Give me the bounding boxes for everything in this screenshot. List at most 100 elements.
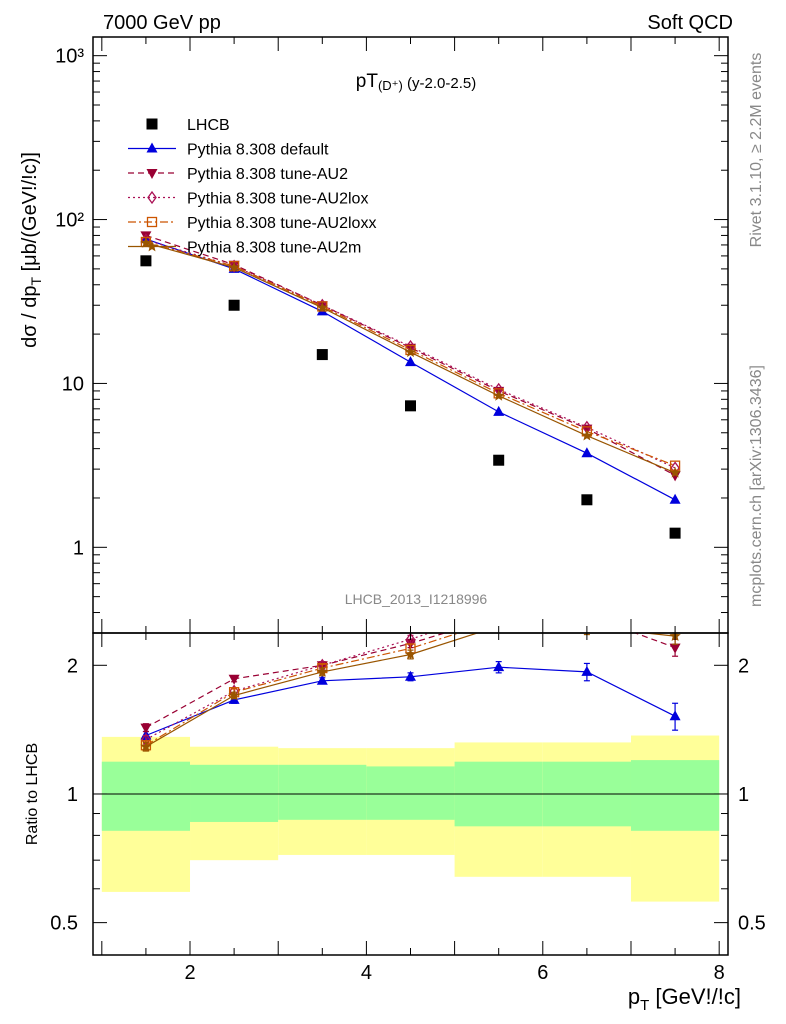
ratio-point-AU2 — [140, 723, 152, 734]
header-left: 7000 GeV pp — [103, 12, 221, 34]
point-LHCB — [581, 494, 593, 506]
ratio-bands — [101, 735, 720, 902]
header-right: Soft QCD — [647, 12, 733, 34]
band-inner — [190, 764, 279, 822]
legend-label-AU2: Pythia 8.308 tune-AU2 — [187, 166, 348, 183]
y-tick-label: 10² — [55, 210, 84, 232]
legend-label-LHCB: LHCB — [187, 117, 230, 134]
ratio-point-default — [669, 710, 681, 721]
point-AU2m — [228, 261, 240, 273]
ratio-y-tick-label-left: 1 — [67, 784, 78, 806]
band-inner — [366, 766, 455, 820]
ratio-point-default — [493, 661, 505, 672]
legend-label-AU2loxx: Pythia 8.308 tune-AU2loxx — [187, 215, 376, 232]
point-AU2m — [140, 236, 152, 248]
ratio-ylabel: Ratio to LHCB — [24, 743, 41, 845]
band-inner — [101, 761, 191, 831]
ratio-y-tick-label-left: 0.5 — [50, 913, 78, 935]
legend-label-AU2m: Pythia 8.308 tune-AU2m — [187, 240, 361, 257]
x-tick-label: 4 — [361, 962, 372, 984]
point-AU2m — [669, 466, 681, 478]
band-inner — [278, 764, 367, 820]
analysis-label: LHCB_2013_I1218996 — [345, 591, 488, 607]
point-LHCB — [669, 527, 681, 539]
ratio-point-AU2loxx — [582, 611, 591, 620]
legend-marker-AU2loxx — [146, 216, 158, 228]
ratio-yticks: 0.5 0.5 1 1 2 2 — [50, 655, 766, 934]
point-AU2m — [404, 346, 417, 358]
ratio-panel: 0.5 0.5 1 1 2 2 2 4 6 8 Ratio to LHCB pT [GeV!/!… — [24, 37, 766, 1014]
legend-item-default: Pythia 8.308 default — [128, 142, 329, 159]
legend-item-AU2: Pythia 8.308 tune-AU2 — [128, 166, 348, 183]
ratio-point-AU2m — [140, 740, 152, 752]
ratio-point-AU2 — [669, 643, 681, 654]
ratio-y-tick-label-left: 2 — [67, 655, 78, 677]
ratio-point-AU2 — [581, 611, 592, 621]
point-AU2 — [140, 231, 152, 242]
y-tick-label: 10 — [62, 373, 84, 395]
ratio-point-AU2 — [228, 674, 240, 685]
legend-marker-AU2m — [146, 240, 158, 252]
main-ylabel: dσ / dpT [μb/(GeV!/!c)] — [19, 152, 44, 348]
point-AU2lox — [141, 233, 151, 247]
ratio-point-AU2m — [316, 665, 328, 677]
point-AU2m — [493, 389, 505, 401]
point-default — [581, 447, 593, 458]
rivet-label: Rivet 3.1.10, ≥ 2.2M events — [748, 53, 765, 248]
point-AU2m — [581, 429, 593, 441]
ratio-point-AU2m — [228, 689, 240, 701]
x-tick-label: 2 — [184, 962, 195, 984]
point-LHCB — [493, 454, 505, 466]
ratio-point-AU2m — [404, 648, 417, 660]
x-ticks: 2 4 6 8 — [101, 37, 725, 984]
main-plot-title: pT(D⁺) (y-2.0-2.5) — [356, 71, 476, 93]
series-line-default — [145, 238, 676, 501]
point-default — [493, 405, 505, 416]
y-tick-label: 10³ — [55, 46, 84, 68]
ratio-point-AU2lox — [495, 604, 503, 615]
point-AU2lox — [229, 259, 239, 273]
ratio-y-tick-label-right: 2 — [738, 655, 749, 677]
band-inner — [630, 760, 720, 831]
legend-marker-LHCB — [146, 118, 158, 130]
legend-item-AU2lox: Pythia 8.308 tune-AU2lox — [128, 191, 368, 208]
ratio-point-AU2 — [493, 613, 504, 623]
legend-item-AU2loxx: Pythia 8.308 tune-AU2loxx — [128, 215, 376, 232]
series-AU2m — [140, 236, 681, 478]
x-tick-label: 6 — [537, 962, 548, 984]
ratio-point-default — [316, 674, 328, 685]
legend-marker-AU2 — [146, 169, 158, 179]
x-axis-label: pT [GeV!/!c] — [628, 984, 741, 1014]
ratio-point-AU2lox — [583, 601, 591, 612]
ratio-y-tick-label-right: 1 — [738, 784, 749, 806]
point-LHCB — [228, 299, 240, 311]
point-default — [669, 493, 681, 504]
legend-label-default: Pythia 8.308 default — [187, 142, 329, 159]
legend-marker-default — [146, 142, 158, 153]
ratio-point-AU2loxx — [671, 614, 680, 623]
y-tick-label: 1 — [73, 537, 84, 559]
main-marks — [140, 231, 681, 539]
point-LHCB — [405, 400, 416, 412]
ratio-point-default — [405, 670, 416, 681]
main-yticks: 1 10 10² 10³ — [55, 46, 728, 634]
source-label: mcplots.cern.ch [arXiv:1306.3436] — [748, 365, 765, 607]
point-default — [405, 356, 416, 367]
point-LHCB — [140, 255, 152, 267]
ratio-series-AU2m — [140, 633, 681, 752]
ratio-point-AU2loxx — [494, 616, 503, 625]
main-panel: 1 10 10² 10³ pT(D⁺) (y-2.0-2.5) dσ / dpT [μ… — [19, 36, 729, 634]
point-AU2 — [669, 471, 681, 482]
ratio-point-default — [581, 665, 593, 676]
series-default — [140, 233, 681, 504]
point-LHCB — [316, 349, 328, 361]
legend-item-LHCB: LHCB — [146, 117, 230, 134]
point-AU2m — [316, 301, 328, 313]
legend: LHCB Pythia 8.308 default Pythia 8.308 tun… — [128, 117, 376, 257]
x-tick-label: 8 — [714, 962, 725, 984]
series-LHCB — [140, 255, 681, 539]
ratio-y-tick-label-right: 0.5 — [738, 913, 766, 935]
legend-item-AU2m: Pythia 8.308 tune-AU2m — [128, 240, 361, 257]
legend-label-AU2lox: Pythia 8.308 tune-AU2lox — [187, 191, 368, 208]
